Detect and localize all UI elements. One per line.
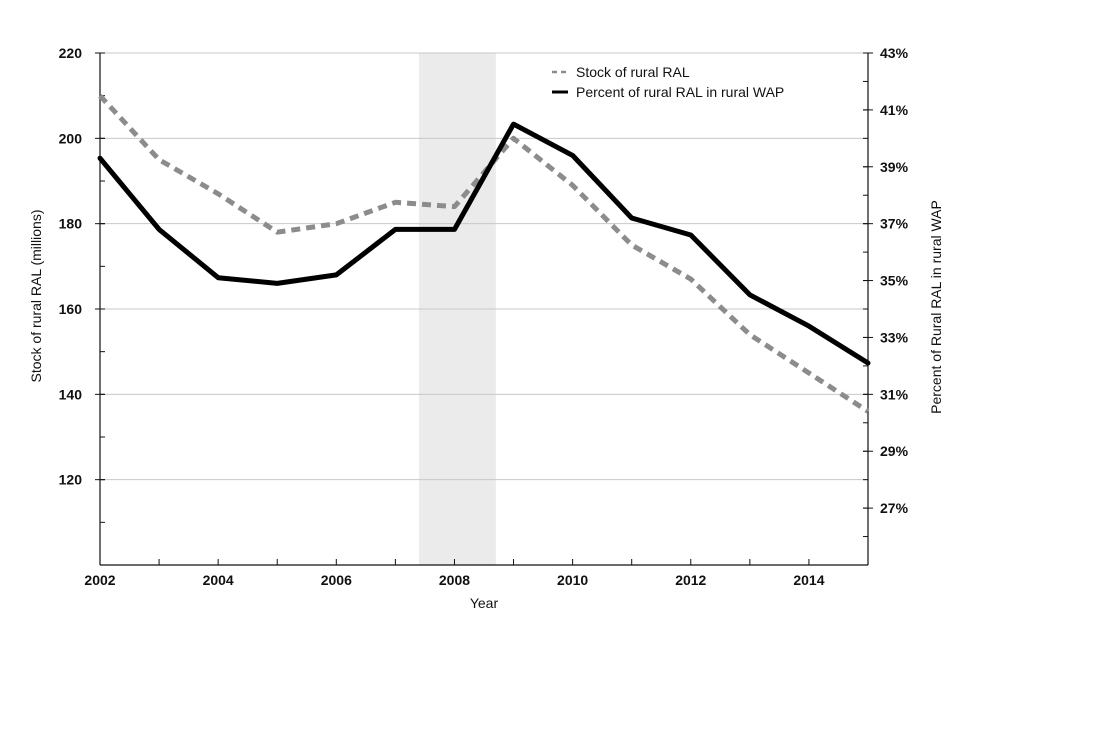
right-tick-label: 31% bbox=[880, 386, 909, 402]
right-y-axis-title: Percent of Rural RAL in rural WAP bbox=[928, 200, 944, 414]
x-tick-label: 2008 bbox=[439, 572, 470, 588]
right-tick-label: 41% bbox=[880, 102, 909, 118]
right-tick-label: 29% bbox=[880, 443, 909, 459]
x-axis-title: Year bbox=[470, 595, 499, 611]
left-tick-label: 160 bbox=[59, 301, 83, 317]
left-tick-label: 140 bbox=[59, 386, 83, 402]
x-tick-label: 2012 bbox=[675, 572, 706, 588]
right-tick-label: 35% bbox=[880, 273, 909, 289]
right-tick-label: 43% bbox=[880, 45, 909, 61]
left-y-axis-title: Stock of rural RAL (millions) bbox=[28, 210, 44, 383]
legend-label: Stock of rural RAL bbox=[576, 64, 690, 80]
x-tick-label: 2014 bbox=[793, 572, 824, 588]
right-tick-label: 39% bbox=[880, 159, 909, 175]
x-tick-label: 2002 bbox=[84, 572, 115, 588]
left-tick-label: 120 bbox=[59, 472, 83, 488]
x-tick-label: 2006 bbox=[321, 572, 352, 588]
x-tick-label: 2010 bbox=[557, 572, 588, 588]
right-tick-label: 37% bbox=[880, 216, 909, 232]
series-line-percent bbox=[97, 121, 871, 366]
legend-label: Percent of rural RAL in rural WAP bbox=[576, 84, 784, 100]
left-tick-label: 200 bbox=[59, 130, 83, 146]
right-tick-label: 33% bbox=[880, 329, 909, 345]
left-tick-label: 180 bbox=[59, 216, 83, 232]
right-tick-label: 27% bbox=[880, 500, 909, 516]
left-tick-label: 220 bbox=[59, 45, 83, 61]
x-tick-label: 2004 bbox=[203, 572, 234, 588]
